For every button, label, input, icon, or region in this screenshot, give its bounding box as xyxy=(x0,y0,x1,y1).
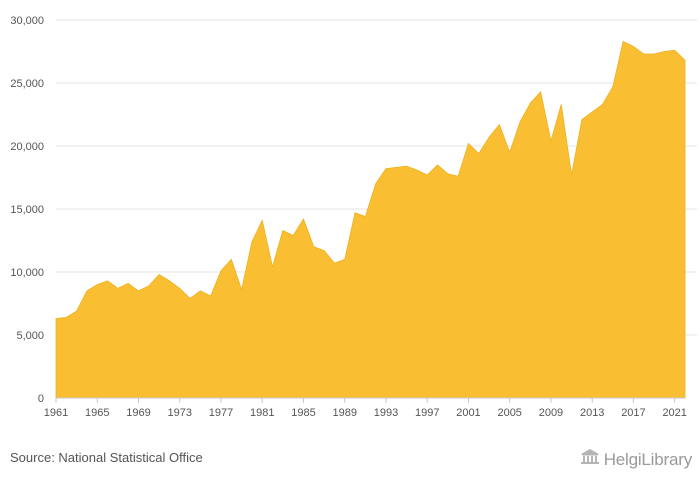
x-tick-label: 1989 xyxy=(332,407,356,419)
brand-name: HelgiLibrary xyxy=(603,449,693,469)
x-tick-label: 2021 xyxy=(662,407,686,419)
x-tick-label: 1993 xyxy=(374,407,398,419)
y-tick-label: 25,000 xyxy=(10,78,44,90)
y-tick-label: 20,000 xyxy=(10,141,44,153)
x-tick-label: 2005 xyxy=(497,407,521,419)
x-tick-label: 1965 xyxy=(85,407,109,419)
x-tick-label: 2009 xyxy=(539,407,563,419)
x-tick-label: 1973 xyxy=(167,407,191,419)
x-tick-label: 1985 xyxy=(291,407,315,419)
y-tick-label: 15,000 xyxy=(10,204,44,216)
y-tick-label: 30,000 xyxy=(10,15,44,27)
x-tick-label: 2013 xyxy=(580,407,604,419)
y-tick-label: 0 xyxy=(38,393,44,405)
y-tick-label: 5,000 xyxy=(16,330,44,342)
source-note: Source: National Statistical Office xyxy=(10,450,203,465)
y-axis: 0 5,000 10,000 15,000 20,000 25,000 30,000 xyxy=(10,15,44,405)
x-axis: 1961 1965 1969 1973 1977 1981 1985 1989 1993 1997… xyxy=(44,398,687,419)
x-tick-label: 2017 xyxy=(621,407,645,419)
x-tick-label: 2001 xyxy=(456,407,480,419)
x-tick-label: 1997 xyxy=(415,407,439,419)
y-tick-label: 10,000 xyxy=(10,267,44,279)
brand-logo[interactable]: HelgiLibrary xyxy=(580,449,692,470)
x-tick-label: 1981 xyxy=(250,407,274,419)
x-tick-label: 1969 xyxy=(126,407,150,419)
data-area-series xyxy=(55,40,686,399)
x-tick-label: 1961 xyxy=(44,407,68,419)
x-tick-label: 1977 xyxy=(209,407,233,419)
area-chart: 0 5,000 10,000 15,000 20,000 25,000 30,000 196… xyxy=(10,15,697,419)
library-building-icon xyxy=(580,449,600,470)
